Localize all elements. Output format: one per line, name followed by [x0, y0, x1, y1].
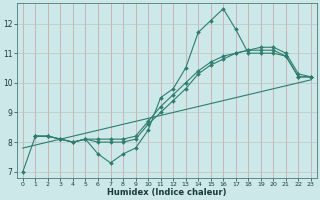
X-axis label: Humidex (Indice chaleur): Humidex (Indice chaleur)	[107, 188, 227, 197]
